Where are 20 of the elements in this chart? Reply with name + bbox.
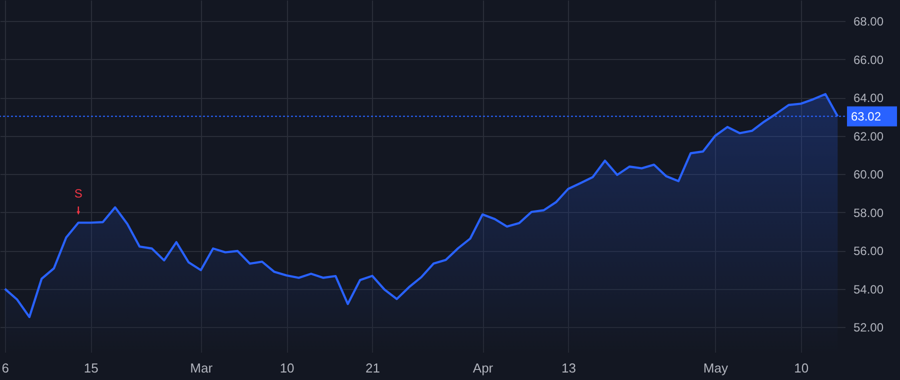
x-tick-label: 10: [794, 360, 809, 376]
x-tick-label: 13: [561, 360, 576, 376]
x-tick-label: 6: [2, 360, 10, 376]
x-tick-label: Mar: [190, 360, 214, 376]
y-tick-label: 62.00: [854, 129, 884, 144]
y-tick-label: 60.00: [854, 168, 884, 182]
y-tick-label: 58.00: [854, 206, 884, 220]
ref-line-label: 63.02: [851, 109, 882, 124]
y-tick-label: 52.00: [854, 320, 884, 335]
annotation: S: [74, 186, 82, 201]
y-tick-label: 54.00: [854, 282, 884, 296]
x-tick-label: 10: [280, 360, 294, 376]
y-tick-label: 68.00: [854, 14, 884, 29]
y-tick-label: 64.00: [854, 91, 884, 106]
x-tick-label: May: [703, 360, 728, 376]
y-tick-label: 56.00: [854, 244, 884, 258]
x-tick-label: 15: [84, 360, 98, 376]
y-tick-label: 66.00: [854, 52, 884, 67]
x-tick-label: Apr: [472, 360, 494, 376]
x-tick-label: 21: [366, 360, 380, 376]
